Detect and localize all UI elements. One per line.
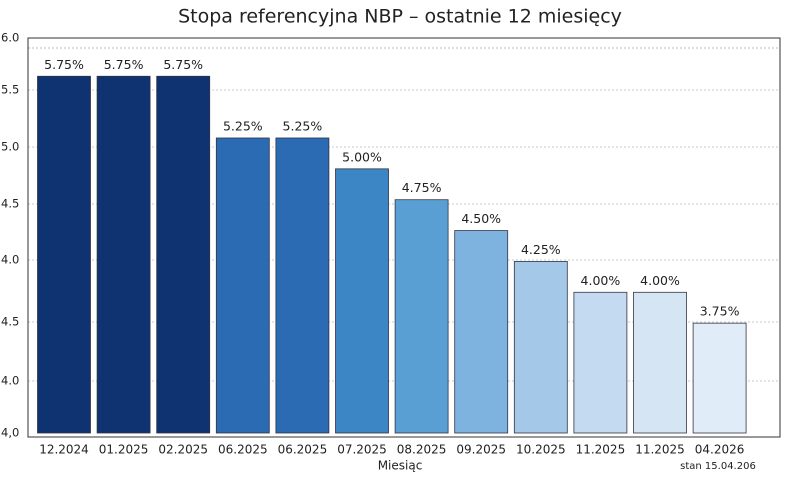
value-label: 3.75% bbox=[700, 304, 740, 319]
value-label: 5.00% bbox=[342, 149, 382, 164]
value-label: 4.25% bbox=[521, 242, 561, 257]
bar bbox=[275, 137, 330, 434]
value-label: 4.00% bbox=[581, 273, 621, 288]
x-tick-label: 09.2025 bbox=[456, 443, 506, 457]
x-tick-label: 06.2025 bbox=[278, 443, 328, 457]
value-label: 4.50% bbox=[461, 211, 501, 226]
bar bbox=[633, 291, 687, 434]
x-tick-label: 12.2024 bbox=[39, 443, 89, 457]
bar bbox=[156, 75, 211, 434]
bar bbox=[96, 75, 151, 434]
value-label: 4.75% bbox=[402, 180, 442, 195]
x-tick-label: 06.2025 bbox=[218, 443, 268, 457]
value-label: 5.75% bbox=[104, 57, 144, 72]
y-tick-label: 4.5 bbox=[1, 197, 19, 211]
x-tick-label: 07.2025 bbox=[337, 443, 387, 457]
x-tick-label: 01.2025 bbox=[99, 443, 149, 457]
value-label: 5.75% bbox=[44, 57, 84, 72]
chart-title: Stopa referencyjna NBP – ostatnie 12 mie… bbox=[178, 6, 622, 28]
y-tick-label: 5.0 bbox=[1, 140, 19, 154]
bar bbox=[573, 291, 628, 434]
y-tick-label: 4,0 bbox=[1, 426, 19, 440]
x-tick-label: 04.2026 bbox=[695, 443, 745, 457]
bar bbox=[454, 230, 509, 434]
y-tick-label: 4.0 bbox=[1, 253, 19, 267]
x-tick-label: 02.2025 bbox=[158, 443, 208, 457]
value-label: 5.25% bbox=[283, 118, 323, 133]
x-tick-label: 10.2025 bbox=[516, 443, 566, 457]
x-tick-label: 11.2025 bbox=[576, 443, 626, 457]
value-label: 5.25% bbox=[223, 118, 263, 133]
x-tick-label: 11.2025 bbox=[635, 443, 685, 457]
bar bbox=[37, 75, 91, 434]
footnote: stan 15.04.206 bbox=[680, 461, 756, 472]
x-axis-label: Miesiąc bbox=[378, 459, 423, 473]
value-label: 5.75% bbox=[163, 57, 203, 72]
y-tick-label: 4.5 bbox=[1, 315, 19, 329]
y-tick-label: 4.0 bbox=[1, 374, 19, 388]
bar bbox=[215, 137, 270, 434]
bar bbox=[513, 261, 568, 434]
value-label: 4.00% bbox=[640, 273, 680, 288]
plot-frame bbox=[27, 37, 781, 438]
bar bbox=[692, 322, 747, 434]
y-tick-label: 5.5 bbox=[1, 83, 19, 97]
bar bbox=[394, 199, 449, 434]
y-tick-label: 6.0 bbox=[1, 31, 19, 45]
x-tick-label: 08.2025 bbox=[397, 443, 447, 457]
bar bbox=[335, 168, 389, 434]
